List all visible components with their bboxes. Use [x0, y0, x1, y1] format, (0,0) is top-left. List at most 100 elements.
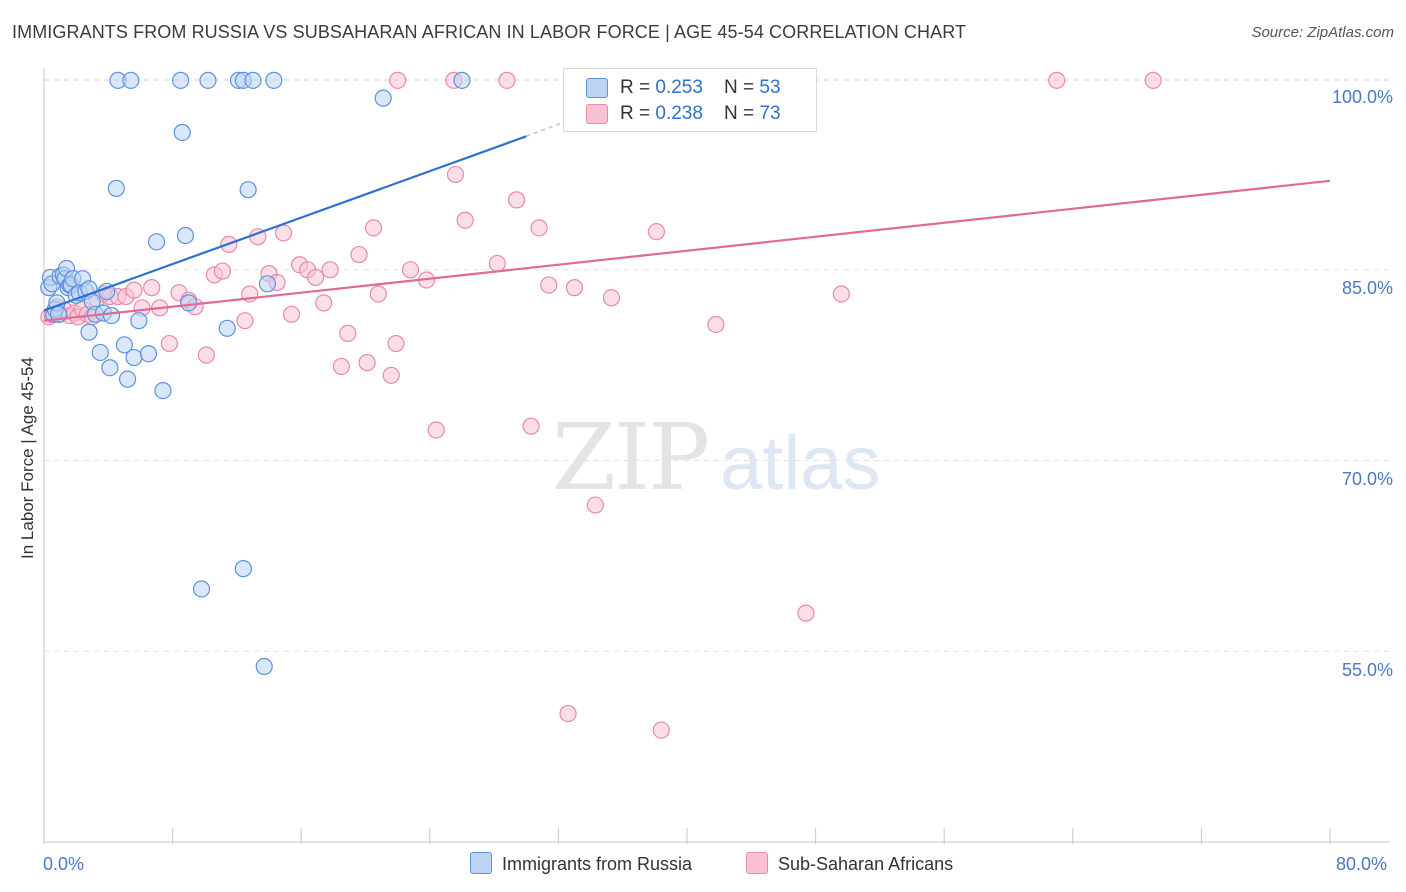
- axes: [43, 68, 1390, 844]
- trend-line-africa: [43, 179, 1331, 322]
- data-point: [218, 319, 236, 337]
- n-value: 73: [759, 103, 781, 124]
- r-label: R =: [620, 77, 656, 98]
- data-point: [147, 233, 166, 251]
- data-point: [498, 71, 516, 89]
- bottom-legend-label: Sub-Saharan Africans: [778, 854, 954, 874]
- r-value: 0.253: [655, 77, 703, 98]
- data-point: [307, 268, 325, 287]
- bottom-legend-russia[interactable]: Immigrants from Russia: [470, 852, 692, 875]
- data-point: [80, 323, 98, 341]
- data-point: [102, 306, 121, 325]
- y-tick-label: 70.0%: [1341, 469, 1393, 489]
- data-point: [602, 289, 621, 307]
- data-point: [332, 357, 350, 376]
- y-tick-label: 100.0%: [1331, 87, 1393, 107]
- data-point: [350, 245, 368, 264]
- data-point: [91, 343, 109, 362]
- r-value: 0.238: [655, 103, 703, 124]
- data-point: [197, 346, 215, 364]
- data-point: [1144, 71, 1162, 89]
- data-point: [176, 226, 195, 245]
- data-point: [154, 382, 172, 400]
- series-sub-saharan-africans: [40, 71, 1162, 739]
- data-point: [456, 211, 474, 229]
- data-point: [508, 191, 526, 209]
- data-point: [125, 348, 143, 367]
- data-point: [255, 657, 273, 676]
- data-point: [530, 219, 548, 237]
- data-point: [321, 261, 339, 279]
- data-point: [364, 219, 383, 237]
- trend-line-russia: [43, 135, 527, 312]
- data-point: [488, 254, 506, 273]
- data-point: [143, 279, 161, 297]
- n-value: 53: [759, 77, 781, 98]
- data-point: [172, 71, 190, 89]
- data-point: [540, 276, 558, 294]
- africa-swatch: [746, 852, 768, 874]
- data-point: [101, 359, 119, 377]
- y-tick-label: 55.0%: [1341, 660, 1393, 680]
- data-point: [118, 370, 137, 388]
- data-point: [389, 71, 407, 89]
- data-point: [707, 315, 725, 334]
- source-label: Source: ZipAtlas.com: [1251, 24, 1394, 41]
- data-point: [199, 71, 217, 89]
- series-immigrants-from-russia: [40, 71, 471, 676]
- africa-swatch: [586, 104, 608, 124]
- data-point: [559, 704, 577, 723]
- correlation-legend: R = 0.253 N = 53 R = 0.238 N = 73: [563, 68, 817, 132]
- data-point: [315, 294, 333, 312]
- data-point: [234, 560, 252, 578]
- n-label: N =: [724, 103, 760, 124]
- data-point: [797, 604, 815, 622]
- data-point: [453, 71, 471, 89]
- x-tick-label-max: 80.0%: [1336, 854, 1388, 874]
- data-point: [387, 334, 405, 353]
- data-point: [1048, 71, 1066, 89]
- y-tick-label: 85.0%: [1341, 278, 1393, 298]
- russia-swatch: [586, 78, 608, 98]
- n-label: N =: [724, 77, 760, 98]
- data-point: [832, 285, 850, 303]
- data-point: [282, 305, 301, 323]
- data-point: [358, 354, 376, 372]
- y-axis-label: In Labor Force | Age 45-54: [18, 357, 37, 559]
- bottom-legend-africa[interactable]: Sub-Saharan Africans: [746, 852, 953, 875]
- data-point: [427, 421, 445, 439]
- data-point: [192, 580, 211, 598]
- data-point: [236, 312, 254, 330]
- r-label: R =: [620, 103, 656, 124]
- data-point: [139, 345, 158, 363]
- data-point: [125, 281, 143, 299]
- data-point: [647, 223, 666, 241]
- data-point: [130, 312, 148, 330]
- data-point: [160, 334, 178, 353]
- data-point: [586, 496, 604, 514]
- data-point: [213, 262, 232, 280]
- data-point: [107, 179, 125, 198]
- chart-title: IMMIGRANTS FROM RUSSIA VS SUBSAHARAN AFR…: [12, 22, 967, 42]
- data-point: [382, 366, 400, 384]
- data-point: [180, 294, 198, 312]
- data-point: [239, 181, 257, 199]
- data-point: [274, 224, 293, 242]
- data-point: [401, 261, 420, 279]
- russia-swatch: [470, 852, 492, 874]
- data-point: [339, 324, 357, 342]
- bottom-legend-label: Immigrants from Russia: [502, 854, 693, 874]
- data-point: [258, 275, 277, 293]
- x-tick-label-min: 0.0%: [43, 854, 85, 874]
- data-point: [369, 285, 387, 303]
- data-point: [446, 165, 465, 184]
- data-point: [374, 89, 392, 107]
- watermark-zip: ZIP: [552, 404, 710, 511]
- data-point: [122, 71, 140, 89]
- data-point: [173, 123, 191, 142]
- data-point: [244, 71, 262, 89]
- data-point: [265, 71, 283, 89]
- trend-lines: [43, 111, 1331, 322]
- data-point: [652, 721, 670, 739]
